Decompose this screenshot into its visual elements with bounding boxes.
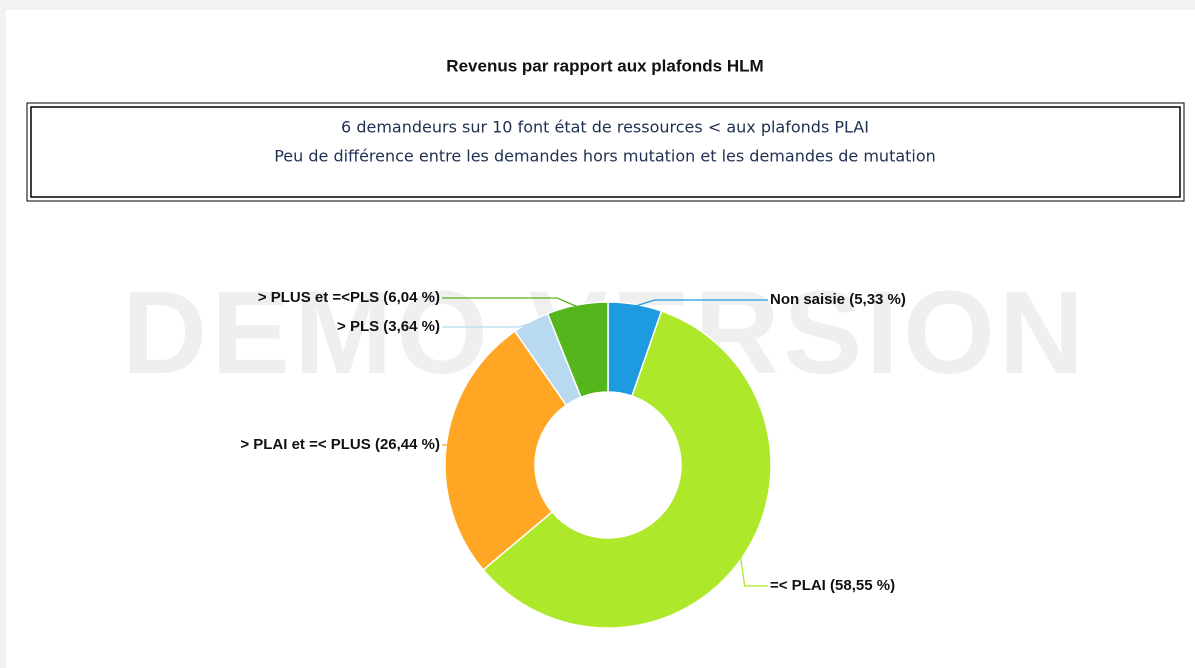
label-category: Non saisie bbox=[770, 291, 845, 308]
slice bbox=[546, 301, 609, 399]
label-category: > PLS bbox=[337, 318, 379, 335]
annotation: 6 demandeurs sur 10 font état de ressour… bbox=[341, 118, 869, 137]
label-value: (58,55 %) bbox=[830, 577, 895, 594]
annotation-box bbox=[26, 102, 1185, 202]
label-value: (6,04 %) bbox=[383, 289, 440, 306]
annotation: Peu de différence entre les demandes hor… bbox=[274, 147, 936, 166]
label-value: (26,44 %) bbox=[375, 436, 440, 453]
label-category: > PLAI et =< PLUS bbox=[240, 436, 370, 453]
data-label: > PLUS et =<PLS (6,04 %) bbox=[258, 289, 440, 306]
leader-line bbox=[442, 443, 449, 446]
label-category: > PLUS et =<PLS bbox=[258, 289, 379, 306]
chart-title: Revenus par rapport aux plafonds HLM bbox=[446, 56, 763, 75]
data-label: > PLAI et =< PLUS (26,44 %) bbox=[240, 436, 440, 453]
annotation-box-inner bbox=[30, 106, 1181, 198]
label-value: (5,33 %) bbox=[849, 291, 906, 308]
data-label: Non saisie (5,33 %) bbox=[770, 291, 906, 308]
slice bbox=[482, 310, 772, 629]
data-label: =< PLAI (58,55 %) bbox=[770, 577, 895, 594]
label-category: =< PLAI bbox=[770, 577, 826, 594]
label-value: (3,64 %) bbox=[383, 318, 440, 335]
leader-line bbox=[634, 299, 768, 307]
leader-line bbox=[739, 556, 768, 587]
data-label: > PLS (3,64 %) bbox=[337, 318, 440, 335]
leader-line bbox=[442, 322, 532, 328]
slice bbox=[444, 330, 568, 571]
leader-line bbox=[442, 297, 578, 308]
